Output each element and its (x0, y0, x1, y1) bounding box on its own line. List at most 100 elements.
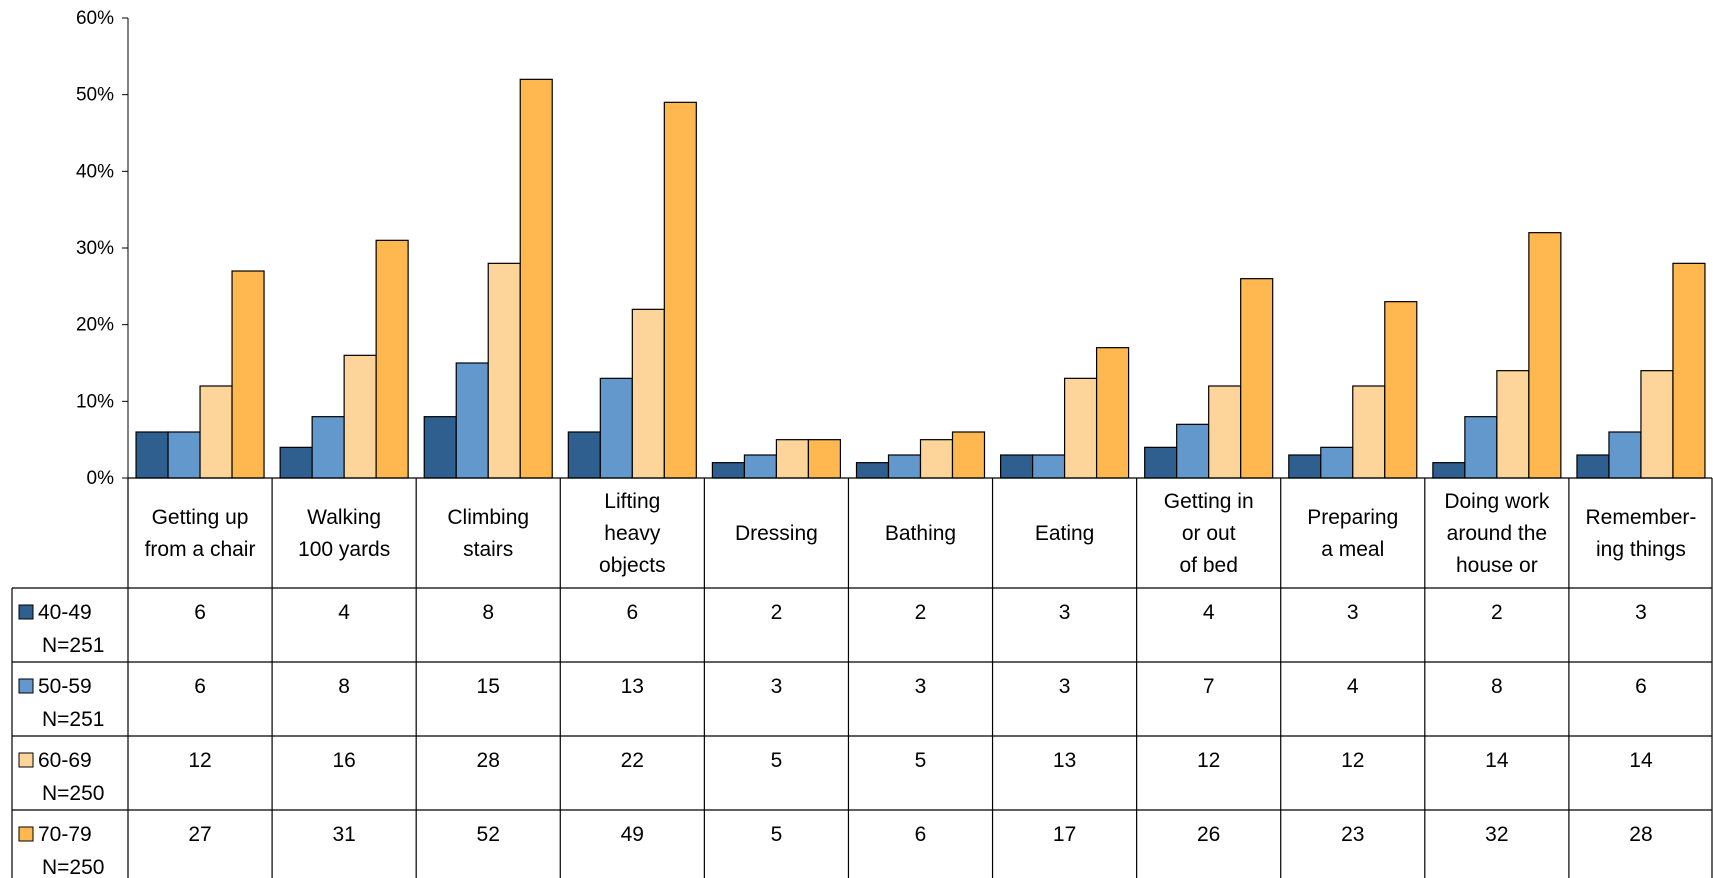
table-value: 6 (194, 601, 206, 624)
y-tick-label: 40% (76, 161, 114, 182)
table-value: 52 (477, 823, 500, 846)
category-label: a meal (1321, 538, 1384, 561)
table-value: 31 (332, 823, 355, 846)
bar (1528, 232, 1562, 479)
bar (631, 308, 665, 479)
table-value: 32 (1485, 823, 1508, 846)
bar (1176, 423, 1210, 479)
bar (1095, 347, 1130, 479)
table-value: 17 (1053, 823, 1076, 846)
table-value: 8 (482, 601, 494, 624)
table-value: 3 (771, 675, 783, 698)
bar (1063, 377, 1098, 479)
category-label: Lifting (604, 490, 660, 513)
table-value: 13 (1053, 749, 1076, 772)
bar (1432, 462, 1466, 479)
table-value: 2 (915, 601, 927, 624)
legend-key (18, 604, 34, 620)
table-value: 49 (621, 823, 644, 846)
category-label: Eating (1035, 522, 1095, 545)
category-label: from a chair (145, 538, 256, 561)
category-label: Bathing (885, 522, 956, 545)
category-label: house or (1456, 554, 1538, 577)
bar (919, 439, 954, 479)
table-value: 3 (1059, 601, 1071, 624)
bar (199, 385, 233, 479)
table-value: 14 (1629, 749, 1653, 772)
bar (743, 454, 778, 479)
table-value: 13 (621, 675, 644, 698)
table-value: 6 (194, 675, 206, 698)
table-value: 2 (771, 601, 783, 624)
category-label: Doing work (1444, 490, 1550, 513)
table-value: 7 (1203, 675, 1215, 698)
bar (343, 354, 377, 479)
bar (1240, 278, 1274, 479)
bar (135, 431, 169, 479)
bar (1208, 385, 1242, 479)
bar (1384, 301, 1418, 479)
table-value: 23 (1341, 823, 1364, 846)
category-label: around the (1447, 522, 1547, 545)
legend-label: 70-79 (38, 823, 92, 846)
table-value: 8 (1491, 675, 1503, 698)
category-label: stairs (463, 538, 513, 561)
table-value: 26 (1197, 823, 1220, 846)
y-axis: 0% 10% 20% 30% 40% 50% 60% (76, 8, 129, 489)
category-label: 100 yards (298, 538, 390, 561)
bar (1576, 454, 1610, 479)
category-label: Remember- (1586, 506, 1697, 529)
data-table: Getting up from a chair Walking 100 yards Cl… (11, 477, 1713, 878)
bar (855, 462, 890, 479)
bar (951, 431, 986, 479)
table-value: 5 (915, 749, 927, 772)
legend-key (18, 826, 34, 842)
bar (1608, 431, 1642, 479)
table-value: 3 (1347, 601, 1359, 624)
table-value: 27 (188, 823, 211, 846)
y-tick-label: 30% (76, 238, 114, 259)
bar (1640, 370, 1674, 479)
category-label: Preparing (1307, 506, 1398, 529)
y-tick-label: 0% (87, 468, 115, 489)
table-value: 14 (1485, 749, 1509, 772)
bar (519, 78, 553, 479)
bar (1672, 262, 1706, 479)
table-value: 12 (1197, 749, 1220, 772)
bar (1464, 416, 1498, 479)
table-value: 3 (915, 675, 927, 698)
bar (1320, 446, 1354, 479)
legend-label: 50-59 (38, 675, 92, 698)
bar (807, 439, 842, 479)
table-value: 12 (188, 749, 211, 772)
table-value: 4 (1347, 675, 1359, 698)
table-value: 8 (338, 675, 350, 698)
bar (167, 431, 201, 479)
legend-label: N=251 (42, 708, 104, 731)
bar (455, 362, 489, 479)
table-value: 6 (915, 823, 927, 846)
table-value: 28 (477, 749, 500, 772)
y-tick-label: 20% (76, 315, 114, 336)
legend-label: N=251 (42, 634, 104, 657)
category-label: Getting in (1164, 490, 1254, 513)
category-label: of bed (1179, 554, 1237, 577)
table-value: 3 (1059, 675, 1071, 698)
bar (663, 101, 697, 479)
table-value: 5 (771, 749, 783, 772)
bar (1496, 370, 1530, 479)
table-value: 3 (1635, 601, 1647, 624)
table-value: 15 (477, 675, 500, 698)
legend-label: N=250 (42, 856, 104, 878)
table-value: 6 (626, 601, 638, 624)
bar (1031, 454, 1066, 479)
category-label: Dressing (735, 522, 818, 545)
category-label: Getting up (152, 506, 249, 529)
table-value: 6 (1635, 675, 1647, 698)
bar (1288, 454, 1322, 479)
y-tick-label: 10% (76, 391, 114, 412)
table-value: 5 (771, 823, 783, 846)
bar (775, 439, 810, 479)
bar (487, 262, 521, 479)
bar (1144, 446, 1178, 479)
